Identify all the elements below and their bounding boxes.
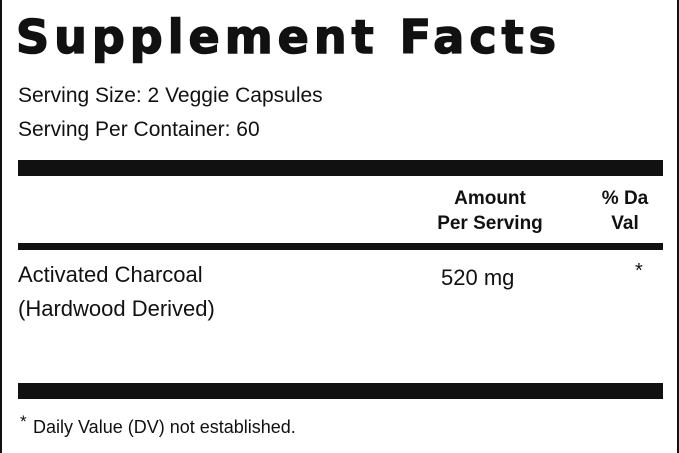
ingredient-name-line: Activated Charcoal (18, 262, 203, 287)
medium-rule (18, 243, 663, 250)
border-left (0, 0, 2, 453)
column-header: % Da Val (580, 186, 670, 236)
ingredient-amount: 520 mg (441, 265, 515, 290)
footnote-marker: * (20, 412, 27, 431)
serving-size: Serving Size: 2 Veggie Capsules (18, 84, 323, 107)
column-header-line: Amount (454, 188, 526, 209)
column-header-line: Per Serving (437, 213, 543, 234)
column-header-line: Val (611, 213, 639, 234)
column-header: Amount Per Serving (420, 186, 560, 236)
thick-rule (18, 383, 663, 399)
thick-rule (18, 160, 663, 176)
servings-per-container: Serving Per Container: 60 (18, 118, 260, 141)
ingredient-name: Activated Charcoal (Hardwood Derived) (18, 258, 215, 326)
ingredient-dv: * (635, 260, 643, 282)
column-header-line: % Da (601, 188, 649, 209)
border-right (677, 0, 679, 453)
title: Supplement Facts (15, 9, 561, 65)
footnote-text: Daily Value (DV) not established. (33, 417, 296, 437)
ingredient-name-line: (Hardwood Derived) (18, 296, 215, 321)
